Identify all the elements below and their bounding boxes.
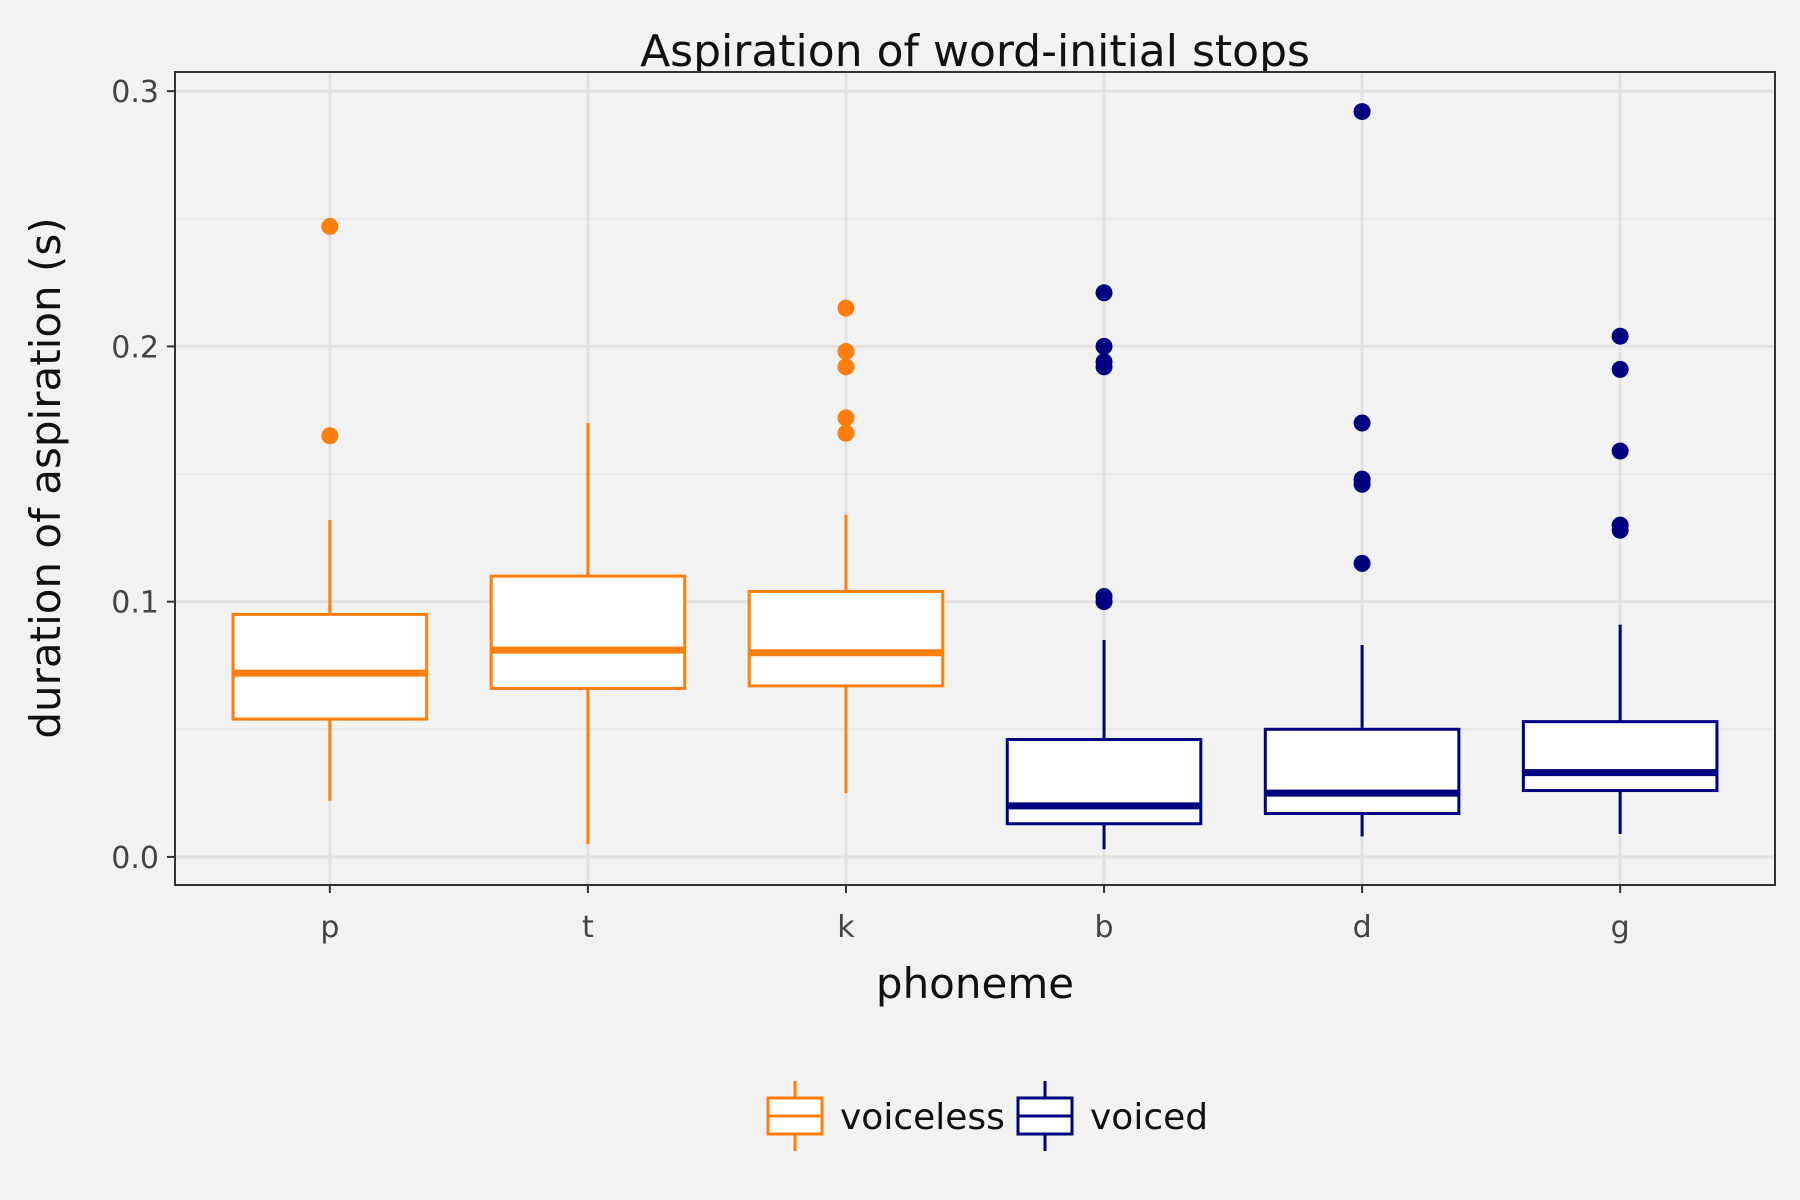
outlier-point xyxy=(837,299,855,317)
outlier-point xyxy=(1353,414,1371,432)
y-tick-label: 0.1 xyxy=(111,586,159,621)
x-axis-title: phoneme xyxy=(876,959,1074,1008)
y-tick-label: 0.0 xyxy=(111,841,159,876)
outlier-point xyxy=(837,424,855,442)
box-k xyxy=(747,299,945,794)
legend-item-voiced: voiced xyxy=(1016,1081,1208,1151)
x-tick-label: k xyxy=(837,910,855,945)
axis-layer: 0.0 0.1 0.2 0.3 p t k b d g xyxy=(111,75,1629,945)
outlier-point xyxy=(1353,554,1371,572)
outlier-point xyxy=(1611,327,1629,345)
outlier-point xyxy=(1611,516,1629,534)
box-b xyxy=(1005,284,1203,850)
box-g xyxy=(1521,327,1719,834)
plot-border xyxy=(174,71,1776,886)
x-tick-label: d xyxy=(1353,910,1372,945)
x-tick-label: b xyxy=(1095,910,1114,945)
outlier-point xyxy=(1095,337,1113,355)
outlier-point xyxy=(1611,442,1629,460)
box-t xyxy=(489,422,687,845)
outlier-point xyxy=(321,217,339,235)
box-p xyxy=(231,217,429,801)
x-tick-label: p xyxy=(320,910,339,945)
legend-label: voiceless xyxy=(840,1097,1005,1138)
outlier-point xyxy=(1095,588,1113,606)
plot-panel xyxy=(175,72,1775,885)
y-tick-label: 0.2 xyxy=(111,330,159,365)
legend-item-voiceless: voiceless xyxy=(766,1081,1005,1151)
outlier-point xyxy=(1611,360,1629,378)
y-tick-label: 0.3 xyxy=(111,75,159,110)
box-iqr xyxy=(1263,727,1461,816)
legend-label: voiced xyxy=(1090,1097,1208,1138)
box-iqr xyxy=(489,574,687,690)
outlier-point xyxy=(837,343,855,361)
box-iqr xyxy=(1005,738,1203,826)
outlier-point xyxy=(837,358,855,376)
y-axis-title: duration of aspiration (s) xyxy=(21,217,70,738)
box-iqr xyxy=(747,589,945,688)
outlier-point xyxy=(321,427,339,445)
box-iqr xyxy=(1521,720,1719,793)
chart-title: Aspiration of word-initial stops xyxy=(640,26,1310,77)
outlier-point xyxy=(1353,470,1371,488)
legend: voiceless voiced xyxy=(766,1081,1208,1151)
outlier-point xyxy=(837,409,855,427)
outlier-point xyxy=(1095,353,1113,371)
outlier-point xyxy=(1353,103,1371,121)
x-tick-label: t xyxy=(582,910,594,945)
box-layer xyxy=(231,103,1719,850)
box-iqr xyxy=(231,612,429,721)
x-tick-label: g xyxy=(1611,910,1630,945)
box-d xyxy=(1263,103,1461,837)
outlier-point xyxy=(1095,284,1113,302)
